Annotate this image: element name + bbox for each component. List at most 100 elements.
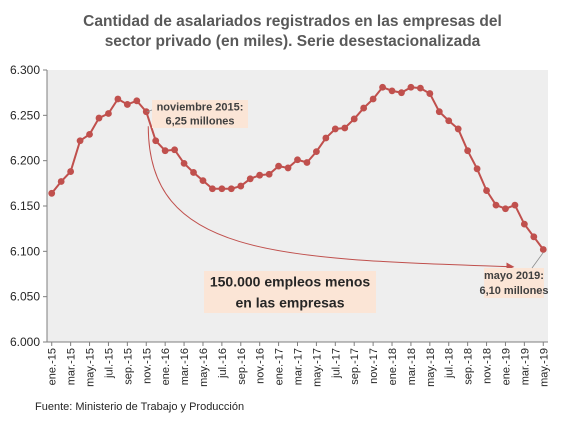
y-tick-label: 6.100 [10, 244, 40, 258]
data-point [492, 201, 500, 209]
data-point [379, 83, 386, 91]
x-tick-label: jul.-15 [103, 348, 115, 379]
data-point [114, 95, 122, 103]
x-tick-label: ene.-16 [160, 348, 172, 385]
data-point [161, 147, 169, 155]
data-point [209, 185, 216, 193]
x-tick-label: ene.-18 [387, 348, 399, 385]
data-point [369, 95, 377, 103]
data-point [57, 178, 65, 185]
callout-summary-box [204, 271, 376, 313]
y-tick-label: 6.150 [10, 199, 40, 213]
chart-title-line-2: sector privado (en miles). Serie desesta… [104, 33, 481, 50]
callout-nov-2015-text: 6,25 millones [165, 116, 234, 128]
data-point [322, 134, 330, 142]
data-point [407, 83, 415, 91]
data-point [341, 124, 349, 132]
y-tick-label: 6.300 [10, 63, 40, 77]
y-tick-label: 6.250 [10, 108, 40, 122]
data-point [48, 189, 56, 197]
chart-title: Cantidad de asalariados registrados en l… [0, 12, 585, 52]
callout-may-2019-text: 6,10 millones [479, 285, 548, 297]
x-tick-label: may.-19 [538, 348, 550, 387]
data-point [294, 156, 301, 164]
data-point [123, 101, 131, 108]
data-point [284, 164, 292, 172]
callout-may-2019-box [484, 268, 544, 298]
data-point [350, 115, 358, 123]
y-tick-label: 6.000 [10, 335, 40, 349]
x-tick-label: jul.-17 [330, 348, 342, 379]
data-point [105, 110, 112, 117]
data-point [303, 159, 311, 166]
data-point [218, 185, 226, 193]
x-tick-label: jul.-16 [217, 348, 229, 379]
data-point [331, 125, 339, 133]
x-tick-label: nov.-15 [141, 348, 153, 384]
data-point [539, 246, 547, 253]
x-tick-label: ene.-19 [500, 348, 512, 385]
x-tick-label: mar.-15 [66, 348, 78, 385]
data-point [483, 187, 490, 194]
leader-line-nov-2015 [147, 109, 153, 113]
data-point [426, 90, 434, 97]
callout-summary-text: 150.000 empleos menos [210, 274, 371, 290]
leader-line-may-2019 [531, 252, 544, 269]
x-tick-label: may.-15 [85, 348, 97, 387]
decline-arrow [147, 126, 515, 271]
data-point [473, 165, 481, 173]
data-point [152, 137, 160, 145]
data-point [445, 117, 453, 125]
data-point [190, 169, 197, 176]
data-point [180, 159, 188, 167]
data-point [199, 177, 207, 185]
data-point [360, 104, 368, 112]
data-point [454, 125, 462, 133]
data-point [275, 162, 282, 170]
x-tick-label: may.-17 [311, 348, 323, 387]
callout-may-2019-text: mayo 2019: [484, 270, 544, 282]
source-note: Fuente: Ministerio de Trabajo y Producci… [35, 401, 245, 413]
x-tick-label: ene.-17 [274, 348, 286, 385]
data-point [76, 137, 84, 145]
x-tick-label: sep.-17 [349, 348, 361, 385]
chart-title-line-1: Cantidad de asalariados registrados en l… [83, 13, 502, 30]
data-point [388, 87, 396, 95]
data-point [265, 170, 273, 178]
y-tick-label: 6.050 [10, 290, 40, 304]
callout-summary-text: en las empresas [236, 295, 345, 311]
data-point [67, 168, 75, 175]
x-tick-label: ene.-15 [47, 348, 59, 385]
x-tick-label: jul.-18 [444, 348, 456, 379]
y-tick-label: 6.200 [10, 154, 40, 168]
data-point [502, 205, 509, 213]
x-tick-label: may.-18 [425, 348, 437, 387]
data-point [416, 84, 424, 92]
data-point [435, 108, 443, 116]
x-tick-label: mar.-16 [179, 348, 191, 385]
data-point [256, 171, 264, 179]
callout-nov-2015-text: noviembre 2015: [157, 102, 244, 114]
x-tick-label: mar.-19 [519, 348, 531, 385]
x-tick-label: mar.-17 [293, 348, 305, 385]
data-point [237, 182, 245, 190]
data-point [398, 89, 405, 97]
x-tick-label: sep.-15 [122, 348, 134, 385]
x-tick-label: sep.-16 [236, 348, 248, 385]
data-point [511, 201, 519, 209]
data-point [227, 185, 235, 193]
data-point [86, 130, 93, 138]
data-point [246, 175, 254, 183]
data-point [520, 220, 528, 228]
callout-nov-2015-box [152, 100, 248, 128]
x-tick-label: mar.-18 [406, 348, 418, 385]
data-point [464, 147, 472, 155]
x-tick-label: nov.-17 [368, 348, 380, 384]
data-point [142, 108, 150, 116]
data-point [95, 114, 103, 122]
data-point [530, 233, 538, 241]
data-point [171, 146, 179, 154]
x-tick-label: nov.-18 [482, 348, 494, 384]
x-tick-label: may.-16 [198, 348, 210, 387]
